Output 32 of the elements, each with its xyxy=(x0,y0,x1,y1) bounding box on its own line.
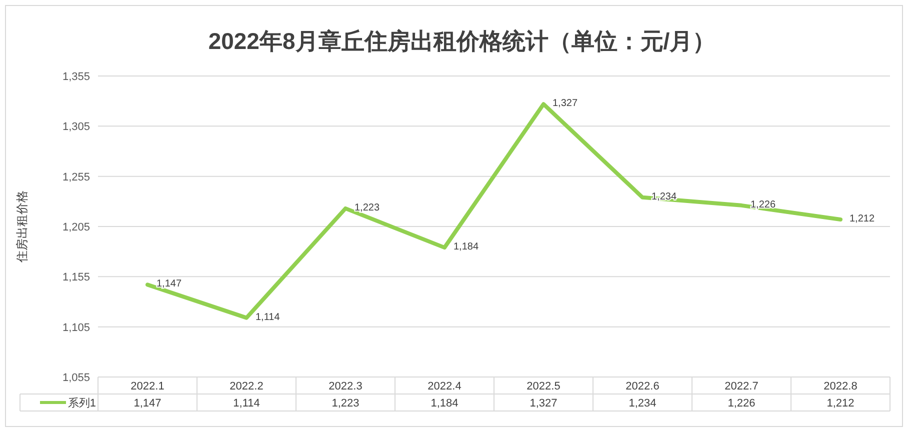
text: 1,212 xyxy=(850,213,875,224)
legend-label: 系列1 xyxy=(68,396,96,410)
data-label: 1,184 xyxy=(430,398,458,410)
text: 1,223 xyxy=(354,202,380,214)
y-tick-label: 1,105 xyxy=(62,322,90,334)
data-label: 1,234 xyxy=(628,398,656,410)
y-tick-label: 1,255 xyxy=(62,171,90,184)
x-tick-label: 2022.1 xyxy=(130,380,164,392)
data-label: 1,147 xyxy=(134,398,162,410)
x-tick-label: 2022.6 xyxy=(626,380,660,392)
data-label: 1,212 xyxy=(826,398,854,410)
x-tick-label: 2022.7 xyxy=(724,380,758,392)
y-axis-title: 住房出租价格 xyxy=(15,190,29,264)
data-label: 1,223 xyxy=(332,398,360,410)
x-tick-label: 2022.3 xyxy=(328,380,362,392)
y-tick-label: 1,305 xyxy=(62,121,90,134)
y-tick-label: 1,355 xyxy=(62,71,90,83)
chart-title: 2022年8月章丘住房出租价格统计（单位：元/月） xyxy=(208,28,716,54)
y-tick-label: 1,155 xyxy=(62,272,90,284)
y-tick-label: 1,205 xyxy=(62,222,90,234)
data-label: 1,114 xyxy=(233,398,260,410)
x-tick-label: 2022.5 xyxy=(526,380,560,392)
x-tick-label: 2022.8 xyxy=(824,380,858,392)
data-label: 1,327 xyxy=(530,398,558,410)
x-tick-label: 2022.4 xyxy=(428,380,462,392)
text: 1,114 xyxy=(256,312,280,323)
text: 1,327 xyxy=(552,98,578,110)
text: 1,147 xyxy=(156,278,182,290)
x-tick-label: 2022.2 xyxy=(230,380,264,392)
text: 1,184 xyxy=(454,242,479,253)
data-label: 1,226 xyxy=(728,398,756,410)
y-tick-label: 1,055 xyxy=(62,372,90,384)
